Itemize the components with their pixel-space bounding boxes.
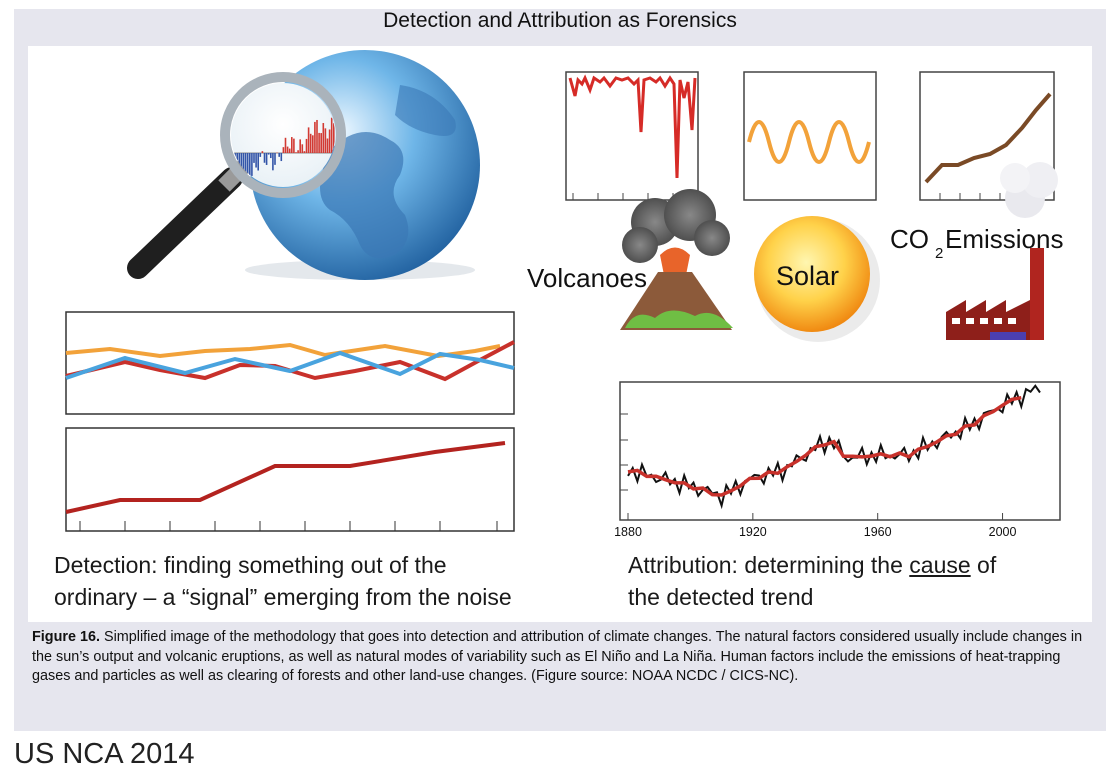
lens-bar (284, 137, 287, 153)
detection-caption: Detection: finding something out of the … (54, 549, 594, 613)
detection-noise-chart (65, 311, 515, 415)
attribution-suffix: of (970, 552, 997, 578)
figure-title: Detection and Attribution as Forensics (383, 9, 737, 32)
attribution-temperature-chart: 1880 1920 1960 2000 (614, 381, 1061, 539)
attribution-prefix: Attribution: determining the (628, 552, 910, 578)
lens-bar (307, 127, 310, 153)
solar-label: Solar (776, 261, 839, 291)
attribution-caption: Attribution: determining the cause of th… (628, 549, 1088, 613)
lens-bar (282, 147, 285, 153)
lens-bar (295, 152, 297, 153)
lens-bar (261, 151, 264, 153)
lens-bar (322, 123, 325, 153)
co2-prefix: CO (890, 224, 929, 254)
source-footer: US NCA 2014 (14, 738, 195, 770)
attribution-tick-label: 1960 (864, 525, 892, 539)
lens-bar (272, 153, 274, 171)
lens-bar (255, 153, 257, 168)
lens-bar (257, 153, 259, 171)
lens-bar (293, 138, 295, 153)
lens-bar (249, 153, 251, 186)
lens-bar (251, 153, 253, 176)
attribution-cause: cause (909, 552, 971, 578)
figure-caption-text: Simplified image of the methodology that… (32, 629, 1083, 684)
attribution-tick-label: 1880 (614, 525, 642, 539)
lens-bar (263, 153, 266, 163)
lens-bar (333, 123, 335, 153)
co2-emissions-label: CO 2 Emissions (890, 224, 1063, 262)
lens-bar (301, 144, 304, 153)
attribution-caption-line2: the detected trend (628, 584, 814, 610)
solar-forcing-chart (743, 71, 877, 201)
lens-bar (303, 151, 306, 153)
lens-bar (328, 129, 331, 153)
lens-bar (312, 135, 314, 153)
lens-bar (280, 153, 283, 162)
lens-bar (246, 153, 249, 176)
figure-label: Figure 16. (32, 629, 100, 645)
modeled-temperature-line (627, 395, 1022, 497)
signal-series-line (65, 441, 506, 514)
lens-bar (278, 153, 280, 157)
lens-bar (265, 153, 268, 165)
volcano-icon (620, 189, 733, 330)
magnifying-glass-icon (127, 72, 346, 279)
lens-bar (314, 121, 316, 153)
lens-bar (318, 132, 320, 153)
red-series-line (65, 340, 515, 382)
attribution-tick-label: 2000 (989, 525, 1017, 539)
lens-bar (274, 153, 276, 165)
lens-bar (297, 150, 299, 153)
lens-bar (286, 146, 289, 153)
attribution-tick-label: 1920 (739, 525, 767, 539)
lens-bar (320, 133, 322, 153)
lens-bar (238, 153, 241, 169)
detection-caption-line1: Detection: finding something out of the (54, 552, 447, 578)
lens-bar (270, 153, 272, 159)
lens-bar (316, 119, 318, 153)
lens-bar (242, 153, 245, 183)
lens-bar (267, 153, 270, 155)
co2-subscript: 2 (935, 245, 943, 262)
lens-bar (330, 117, 333, 153)
lens-bar (291, 137, 293, 153)
detection-signal-chart (65, 427, 515, 532)
figure-caption: Figure 16. Simplified image of the metho… (32, 628, 1102, 687)
lens-bar (244, 153, 247, 172)
lens-bar (324, 128, 327, 153)
lens-bar (253, 153, 255, 163)
attribution-caption-line1: Attribution: determining the cause of (628, 549, 1088, 581)
lens-bar (259, 153, 262, 157)
detection-caption-line2: ordinary – a “signal” emerging from the … (54, 584, 512, 610)
lens-bar (326, 138, 329, 153)
lens-bar (299, 139, 301, 153)
volcanoes-label: Volcanoes (527, 263, 647, 293)
lens-bar (309, 133, 312, 153)
co2-suffix: Emissions (945, 224, 1063, 254)
lens-bar (288, 148, 291, 153)
sun-icon (754, 216, 880, 342)
volcanic-forcing-chart (565, 71, 699, 201)
lens-bar (305, 138, 308, 153)
blue-series-line (65, 350, 515, 380)
factory-icon (946, 162, 1058, 340)
